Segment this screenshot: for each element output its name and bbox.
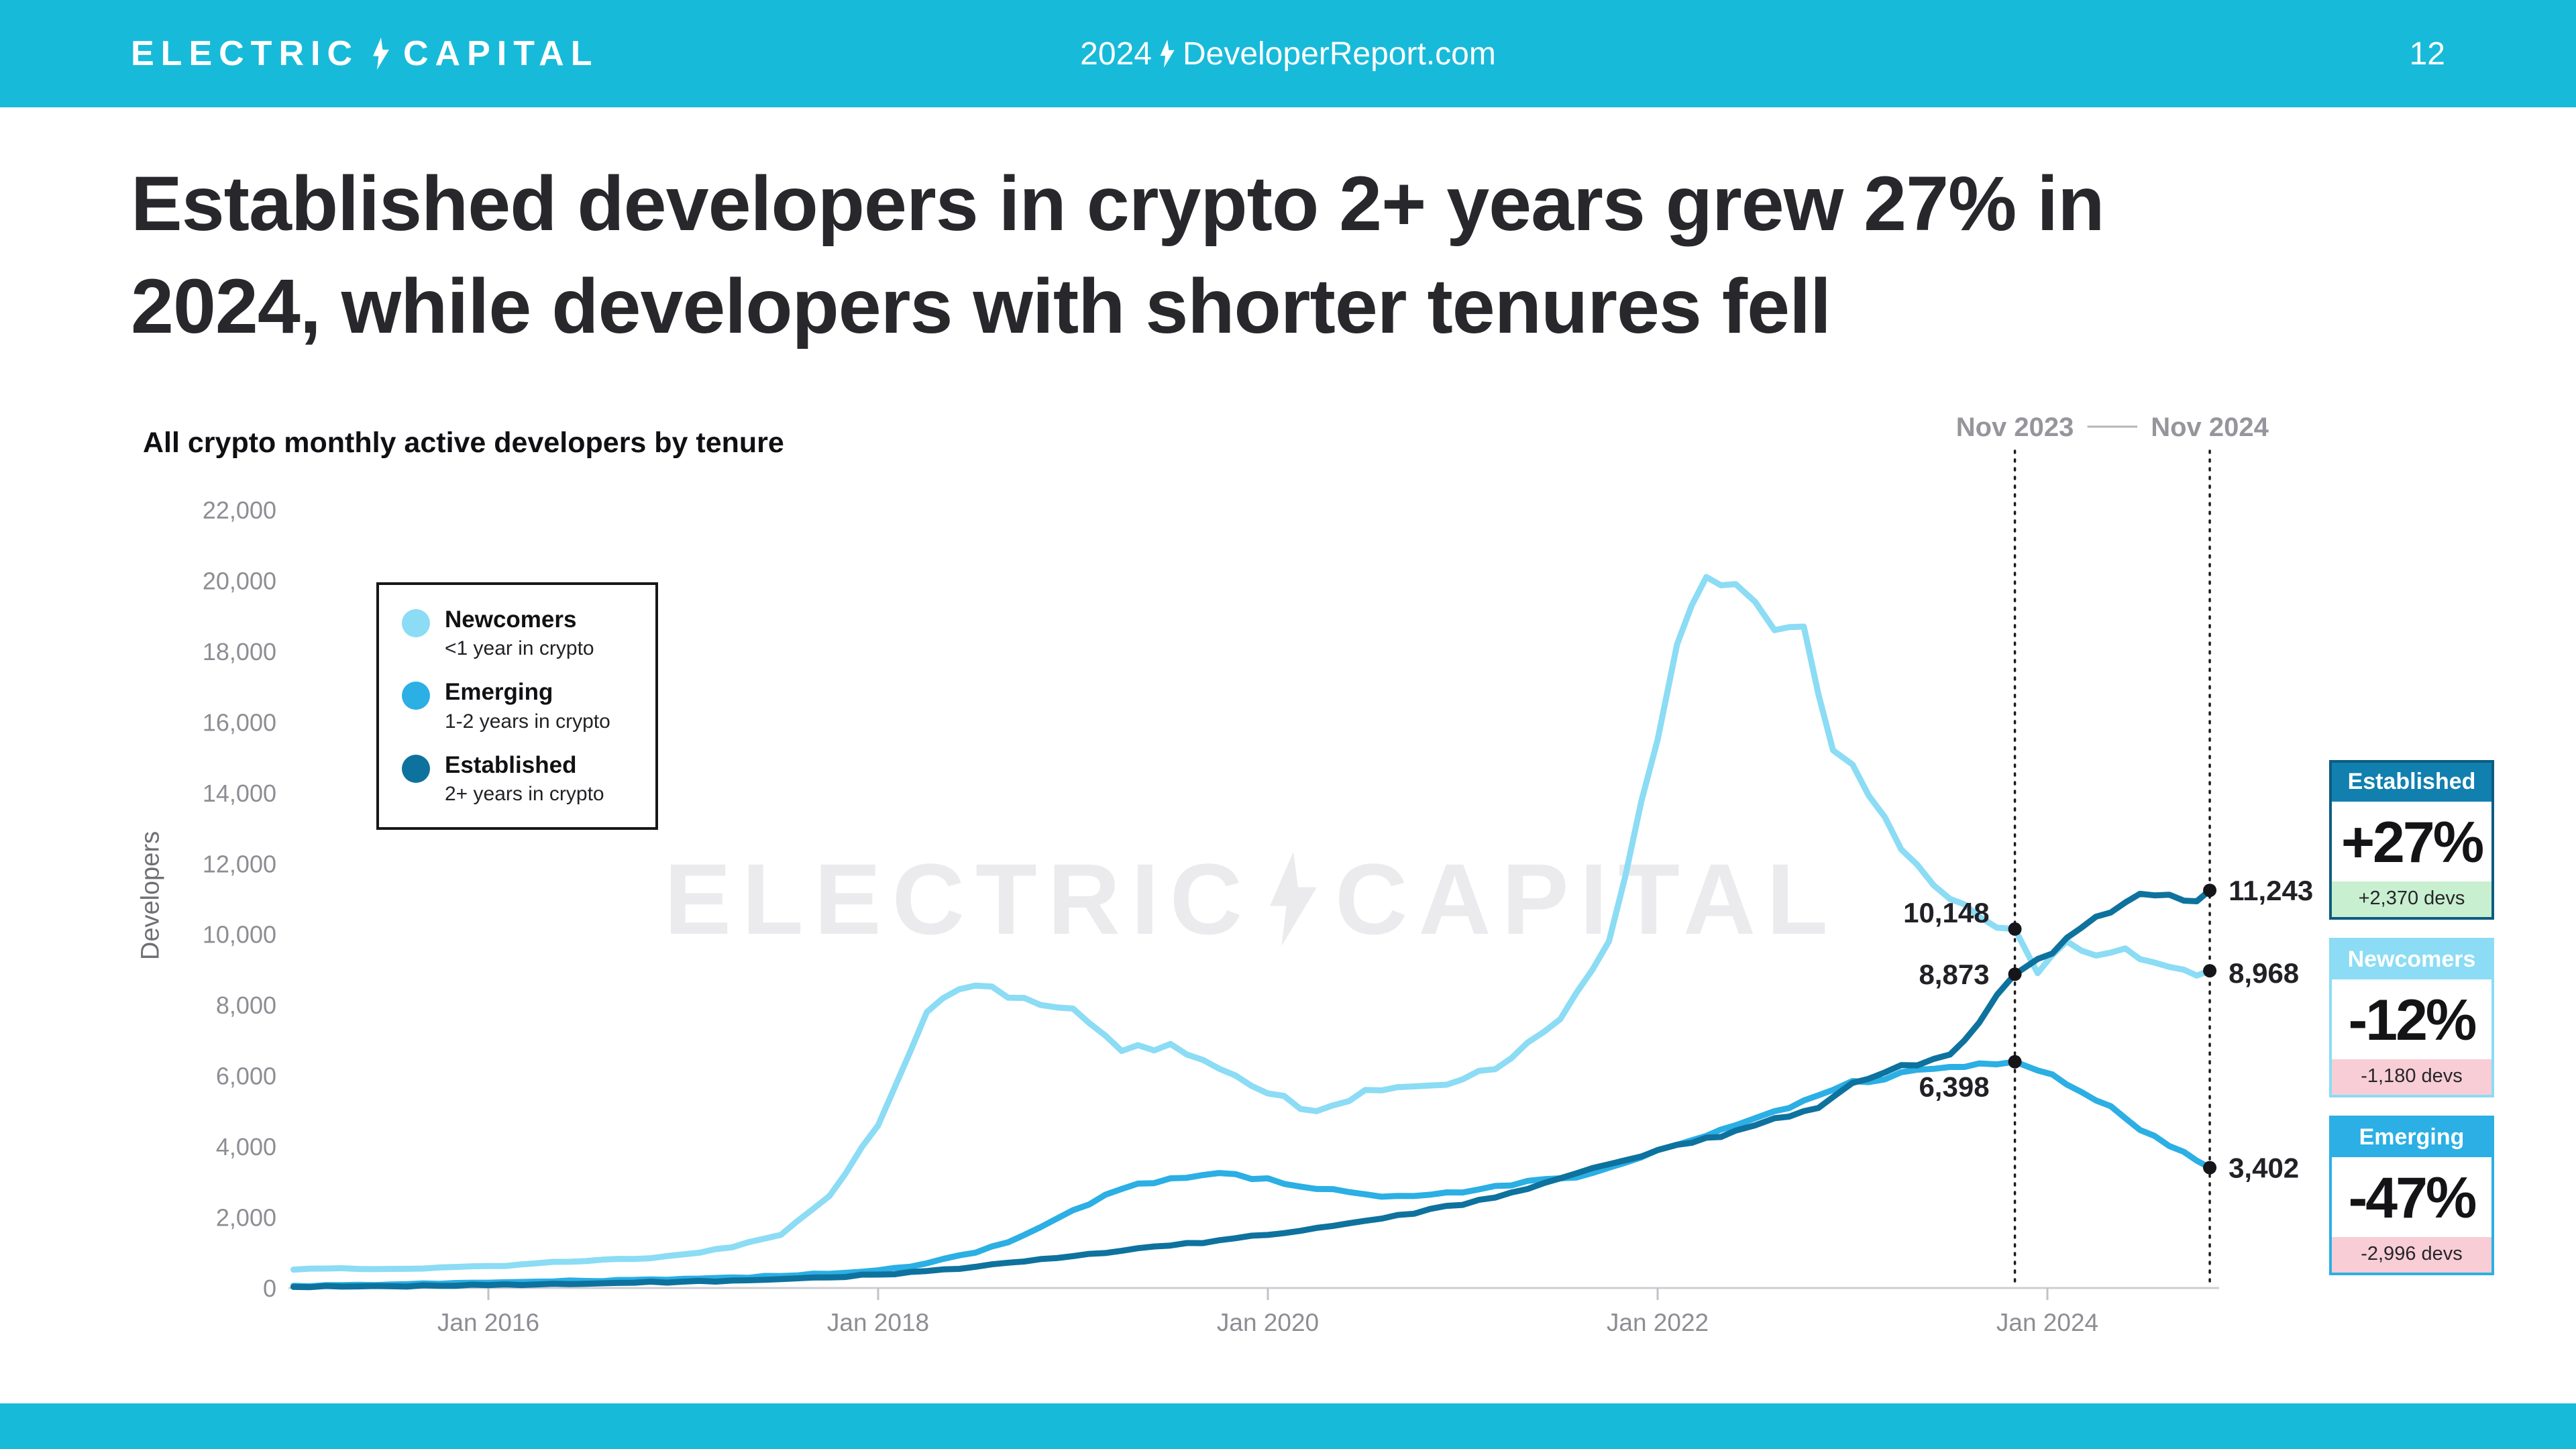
legend-name: Newcomers (445, 606, 577, 633)
panel-delta: -2,996 devs (2332, 1237, 2491, 1273)
svg-text:8,873: 8,873 (1919, 959, 1989, 990)
slide-title-line-1: Established developers in crypto 2+ year… (131, 161, 2104, 247)
svg-text:4,000: 4,000 (216, 1133, 276, 1161)
established-swatch-icon (402, 754, 430, 783)
emerging-swatch-icon (402, 682, 430, 710)
svg-text:11,243: 11,243 (2229, 875, 2313, 906)
svg-text:20,000: 20,000 (203, 568, 276, 595)
panel-percent: -12% (2348, 988, 2477, 1053)
legend-item-newcomers: Newcomers <1 year in crypto (402, 606, 633, 660)
brand-left-text: ELECTRIC (131, 34, 359, 73)
svg-text:10,148: 10,148 (1903, 897, 1989, 928)
svg-text:Jan 2018: Jan 2018 (827, 1309, 929, 1336)
brand-logo: ELECTRIC CAPITAL (131, 34, 598, 74)
panel-title: Established (2332, 763, 2491, 802)
newcomers-swatch-icon (402, 609, 430, 637)
legend-sub: 2+ years in crypto (445, 782, 604, 805)
slide-title: Established developers in crypto 2+ year… (131, 153, 2479, 358)
panel-newcomers: Newcomers -12% -1,180 devs (2329, 938, 2494, 1097)
svg-text:3,402: 3,402 (2229, 1152, 2299, 1184)
svg-text:Jan 2024: Jan 2024 (1996, 1309, 2098, 1336)
svg-text:6,000: 6,000 (216, 1063, 276, 1090)
report-year: 2024 (1080, 36, 1152, 72)
svg-text:6,398: 6,398 (1919, 1071, 1989, 1103)
page-number: 12 (2409, 36, 2445, 72)
top-bar: ELECTRIC CAPITAL 2024 DeveloperReport.co… (0, 0, 2576, 107)
panel-delta: +2,370 devs (2332, 881, 2491, 917)
svg-text:CAPITAL: CAPITAL (1335, 843, 1839, 955)
legend-sub: <1 year in crypto (445, 637, 594, 660)
svg-text:12,000: 12,000 (203, 850, 276, 877)
panel-title: Emerging (2332, 1118, 2491, 1157)
svg-text:Nov 2023: Nov 2023 (1956, 413, 2074, 442)
panel-percent: +27% (2341, 810, 2484, 875)
panel-established: Established +27% +2,370 devs (2329, 760, 2494, 920)
legend-name: Emerging (445, 679, 553, 706)
legend-item-emerging: Emerging 1-2 years in crypto (402, 679, 633, 733)
svg-text:2,000: 2,000 (216, 1204, 276, 1232)
panel-percent: -47% (2348, 1166, 2477, 1230)
svg-text:Jan 2022: Jan 2022 (1607, 1309, 1709, 1336)
legend-item-established: Established 2+ years in crypto (402, 752, 633, 806)
lightning-bolt-icon (1160, 40, 1175, 68)
svg-text:ELECTRIC: ELECTRIC (664, 843, 1253, 955)
panel-title: Newcomers (2332, 941, 2491, 979)
chart-subtitle: All crypto monthly active developers by … (143, 427, 784, 459)
svg-text:22,000: 22,000 (203, 496, 276, 524)
svg-text:8,968: 8,968 (2229, 957, 2299, 989)
brand-right-text: CAPITAL (403, 34, 599, 73)
svg-text:Jan 2016: Jan 2016 (437, 1309, 539, 1336)
svg-text:8,000: 8,000 (216, 991, 276, 1019)
svg-text:16,000: 16,000 (203, 708, 276, 736)
y-axis-title: Developers (136, 830, 165, 961)
bottom-bar (0, 1403, 2576, 1449)
panel-delta: -1,180 devs (2332, 1059, 2491, 1095)
svg-text:Nov 2024: Nov 2024 (2151, 413, 2269, 442)
report-domain: DeveloperReport.com (1182, 36, 1496, 72)
summary-panels: Established +27% +2,370 devs Newcomers -… (2329, 760, 2494, 1275)
svg-text:0: 0 (263, 1275, 276, 1302)
slide-title-line-2: 2024, while developers with shorter tenu… (131, 263, 1831, 350)
panel-emerging: Emerging -47% -2,996 devs (2329, 1116, 2494, 1275)
svg-text:10,000: 10,000 (203, 921, 276, 949)
report-url: 2024 DeveloperReport.com (1080, 36, 1496, 72)
legend-name: Established (445, 751, 577, 778)
svg-text:18,000: 18,000 (203, 638, 276, 665)
svg-text:14,000: 14,000 (203, 780, 276, 807)
svg-text:Jan 2020: Jan 2020 (1217, 1309, 1319, 1336)
legend-sub: 1-2 years in crypto (445, 710, 610, 733)
lightning-bolt-icon (373, 38, 389, 70)
legend-box: Newcomers <1 year in crypto Emerging 1-2… (376, 582, 658, 830)
